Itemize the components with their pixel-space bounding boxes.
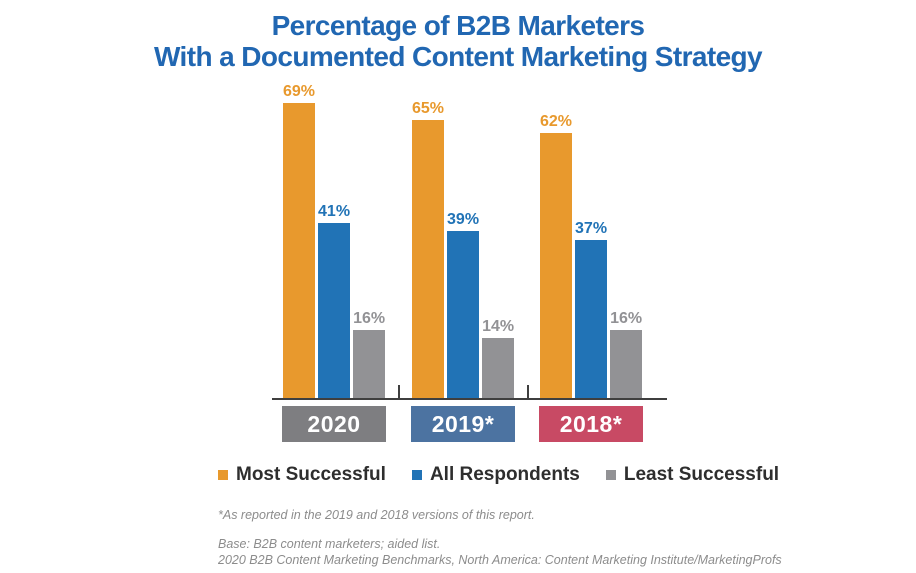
legend-label: All Respondents [429,464,580,485]
legend-label: Least Successful [623,464,780,485]
bar-col-most-successful: 62% [540,113,572,398]
bar-col-least-successful: 16% [610,310,642,398]
footnote-asterisk: *As reported in the 2019 and 2018 versio… [218,508,535,522]
x-axis-line [272,398,667,400]
bar-col-least-successful: 14% [482,318,514,398]
bar-value-label: 41% [318,203,351,220]
chart-legend: Most Successful All Respondents Least Succ… [218,464,779,486]
bar-col-all-respondents: 39% [447,211,479,398]
legend-swatch-icon [218,470,228,480]
bar-col-most-successful: 69% [283,83,315,398]
bar-chart: 69% 41% 16% 65% 39% 14% 62% 37% 16% 2020 2019* 201… [270,83,670,445]
bar-col-all-respondents: 37% [575,220,607,398]
bar-col-most-successful: 65% [412,100,444,398]
bar-value-label: 16% [353,310,386,327]
bar-all-respondents [575,240,608,398]
bar-most-successful [283,103,316,398]
bar-col-all-respondents: 41% [318,203,350,398]
bar-least-successful [353,330,386,398]
chart-title-line-2: With a Documented Content Marketing Stra… [153,41,763,72]
bar-value-label: 62% [540,113,573,130]
bar-value-label: 69% [283,83,316,100]
bar-value-label: 16% [610,310,643,327]
bar-all-respondents [447,231,480,398]
axis-tick [527,385,529,398]
category-box-2019: 2019* [411,406,515,442]
plot-area: 69% 41% 16% 65% 39% 14% 62% 37% 16% [270,83,668,398]
category-axis: 2020 2019* 2018* [270,406,668,442]
footnote-base-line: Base: B2B content marketers; aided list. [218,537,441,551]
chart-title-line-1: Percentage of B2B Marketers [271,10,645,41]
category-box-2018: 2018* [539,406,643,442]
legend-item-most-successful: Most Successful [218,464,386,486]
bar-all-respondents [318,223,351,398]
bar-least-successful [482,338,515,398]
bar-group-2018: 62% 37% 16% [540,113,642,398]
bar-value-label: 39% [447,211,480,228]
category-box-2020: 2020 [282,406,386,442]
axis-tick [398,385,400,398]
bar-least-successful [610,330,643,398]
legend-item-all-respondents: All Respondents [411,464,580,486]
footnote-source: Base: B2B content marketers; aided list.… [218,537,782,568]
chart-title: Percentage of B2B Marketers With a Docum… [0,10,916,72]
footnote-source-line: 2020 B2B Content Marketing Benchmarks, N… [218,552,782,567]
bar-value-label: 14% [482,318,515,335]
bar-value-label: 37% [575,220,608,237]
legend-swatch-icon [411,470,422,480]
bar-group-2019: 65% 39% 14% [412,100,514,398]
bar-col-least-successful: 16% [353,310,385,398]
bar-group-2020: 69% 41% 16% [283,83,385,398]
bar-value-label: 65% [412,100,445,117]
bar-most-successful [412,120,445,398]
legend-item-least-successful: Least Successful [605,464,780,486]
bar-most-successful [540,133,573,398]
legend-label: Most Successful [236,464,386,485]
legend-swatch-icon [605,470,616,480]
